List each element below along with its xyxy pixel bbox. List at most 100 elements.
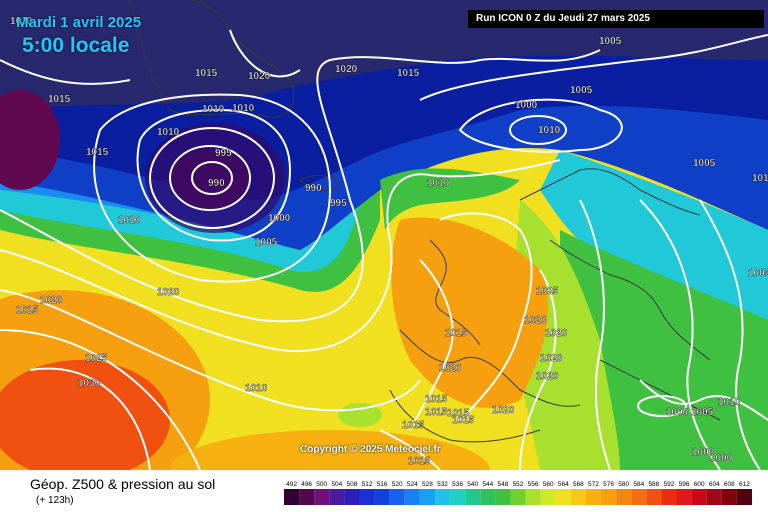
legend-value: 532 bbox=[437, 481, 448, 488]
isobar-label: 1010 bbox=[232, 103, 255, 114]
colour-scale-legend: 492 496 500 504 508 512 516 520 524 528 532 536 540 5… bbox=[284, 481, 752, 505]
band-lime-east bbox=[510, 200, 620, 470]
isobar-label: 1010 bbox=[245, 383, 268, 394]
legend-value: 588 bbox=[648, 481, 659, 488]
forecast-local-time: 5:00 locale bbox=[22, 34, 130, 57]
isobar-label: 1020 bbox=[524, 315, 547, 326]
legend-value: 572 bbox=[588, 481, 599, 488]
legend-value: 596 bbox=[679, 481, 690, 488]
isobar-label: 1015 bbox=[86, 147, 109, 158]
legend-swatch bbox=[585, 489, 602, 505]
isobar-label: 1020 bbox=[492, 405, 515, 416]
legend-swatch bbox=[374, 489, 390, 505]
legend-swatch bbox=[676, 489, 692, 505]
isobar-label: 1015 bbox=[16, 305, 39, 316]
isobar-label: 1030 bbox=[78, 378, 101, 389]
coastlines bbox=[129, 0, 721, 443]
isobar-label: 1000 bbox=[710, 453, 733, 464]
isobar-label: 990 bbox=[208, 178, 225, 189]
legend-swatch bbox=[404, 489, 420, 505]
isobar-label: 1020 bbox=[540, 353, 563, 364]
legend-swatch bbox=[389, 489, 405, 505]
isobar-label: 1005 bbox=[691, 407, 714, 418]
legend-value: 608 bbox=[724, 481, 735, 488]
isobar-label: 1005 bbox=[693, 158, 716, 169]
legend-swatch bbox=[736, 489, 752, 505]
legend-swatch bbox=[495, 489, 511, 505]
legend-swatch bbox=[555, 489, 571, 505]
legend-swatch bbox=[480, 489, 496, 505]
legend-swatch bbox=[661, 489, 677, 505]
isobar-label: 1015 bbox=[447, 408, 470, 419]
legend-value: 516 bbox=[377, 481, 388, 488]
band-red-sw bbox=[0, 360, 170, 470]
isobar-label: 1000 bbox=[515, 100, 538, 111]
legend-value: 504 bbox=[331, 481, 342, 488]
legend-swatch bbox=[329, 489, 345, 505]
isobar-label: 1020 bbox=[439, 363, 462, 374]
legend-swatch bbox=[601, 489, 617, 505]
legend-value: 556 bbox=[528, 481, 539, 488]
legend-swatch bbox=[706, 489, 722, 505]
legend-value: 524 bbox=[407, 481, 418, 488]
isobar-label: 1015 bbox=[195, 68, 218, 79]
legend-value: 592 bbox=[664, 481, 675, 488]
legend-value: 520 bbox=[392, 481, 403, 488]
legend-swatch bbox=[450, 489, 466, 505]
isobar-label: 1015 bbox=[48, 94, 71, 105]
isobar-label: 1010 bbox=[118, 215, 141, 226]
isobar-label: 1010 bbox=[157, 127, 180, 138]
legend-swatch bbox=[631, 489, 647, 505]
isobar-label: 1020 bbox=[157, 287, 180, 298]
legend-swatch bbox=[299, 489, 315, 505]
isobars bbox=[0, 29, 768, 470]
legend-value: 568 bbox=[573, 481, 584, 488]
legend-value: 492 bbox=[286, 481, 297, 488]
isobar-label: 1015 bbox=[445, 328, 468, 339]
legend-value: 508 bbox=[347, 481, 358, 488]
forecast-date: Mardi 1 avril 2025 bbox=[16, 14, 142, 31]
isobar-label: 1015 bbox=[397, 68, 420, 79]
legend-value: 564 bbox=[558, 481, 569, 488]
legend-swatch bbox=[314, 489, 330, 505]
isobar-label: 1005 bbox=[570, 85, 593, 96]
legend-value: 544 bbox=[482, 481, 493, 488]
isobar-label: 995 bbox=[215, 148, 232, 159]
legend-value: 584 bbox=[633, 481, 644, 488]
isobar-label: 1015 bbox=[452, 415, 475, 426]
legend-value: 552 bbox=[513, 481, 524, 488]
legend-swatch bbox=[616, 489, 632, 505]
legend-value: 540 bbox=[467, 481, 478, 488]
isobar-labels: 1010 1020 1015 1010 1015 1010 1010 1015 995 990 99… bbox=[10, 16, 768, 467]
legend-value: 528 bbox=[422, 481, 433, 488]
legend-swatch bbox=[691, 489, 707, 505]
pressure-map: 1010 1020 1015 1010 1015 1010 1010 1015 995 990 99… bbox=[0, 0, 768, 470]
isobar-label: 1025 bbox=[85, 353, 108, 364]
copyright-text: Copyright © 2025 Meteociel.fr bbox=[300, 444, 441, 455]
legend-value: 604 bbox=[709, 481, 720, 488]
isobar-label: 1005 bbox=[255, 237, 278, 248]
legend-swatch bbox=[540, 489, 556, 505]
isobar-label: 995 bbox=[330, 198, 347, 209]
legend-value: 560 bbox=[543, 481, 554, 488]
band-green-mid bbox=[380, 168, 520, 230]
legend-value: 536 bbox=[452, 481, 463, 488]
isobar-label: 1015 bbox=[425, 394, 448, 405]
isobar-label: 1000 bbox=[666, 407, 689, 418]
isobar-label: 1010 bbox=[538, 125, 561, 136]
run-info-label: Run ICON 0 Z du Jeudi 27 mars 2025 bbox=[468, 10, 764, 28]
band-cyan-east bbox=[540, 150, 768, 330]
legend-swatch bbox=[510, 489, 526, 505]
legend-swatch bbox=[465, 489, 481, 505]
isobar-label: 1010 bbox=[718, 397, 741, 408]
legend-swatch bbox=[359, 489, 375, 505]
band-orange-bottom bbox=[170, 430, 490, 470]
band-low-outer bbox=[145, 123, 285, 233]
forecast-lead-time: (+ 123h) bbox=[36, 495, 74, 506]
isobar-label: 1015 bbox=[408, 456, 431, 467]
isobar-label: 990 bbox=[305, 183, 322, 194]
legend-swatch bbox=[419, 489, 435, 505]
legend-swatch bbox=[646, 489, 662, 505]
legend-swatch bbox=[525, 489, 541, 505]
